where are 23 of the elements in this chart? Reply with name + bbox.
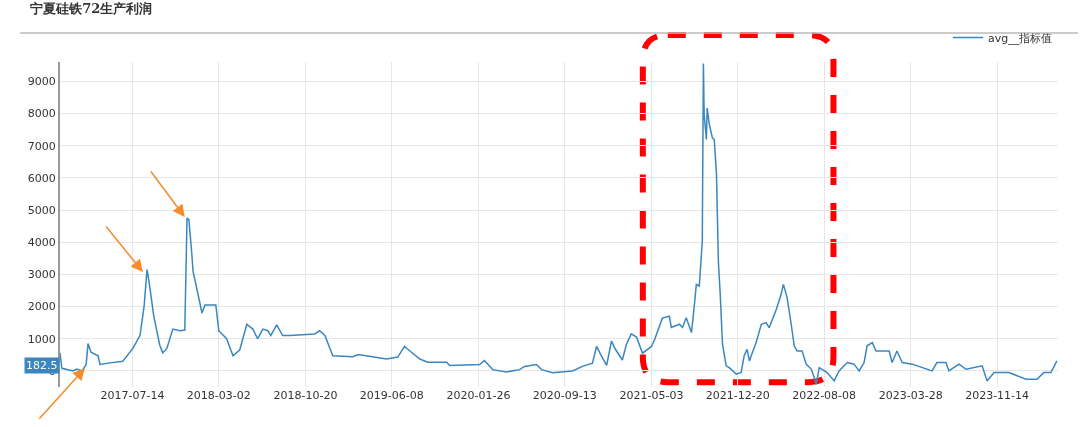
x-tick-label: 2018-03-02 bbox=[186, 389, 251, 402]
x-tick-label: 2021-12-20 bbox=[705, 389, 770, 402]
x-tick-label: 2023-03-28 bbox=[878, 389, 943, 402]
y-tick-label: 4000 bbox=[27, 236, 56, 250]
x-tick-label: 2020-09-13 bbox=[532, 389, 597, 402]
y-tick-label: 9000 bbox=[27, 75, 56, 89]
annotation: 182.5 bbox=[26, 359, 58, 372]
y-tick-label: 5000 bbox=[27, 203, 56, 217]
y-tick-label: 2000 bbox=[27, 300, 56, 314]
x-tick-label: 2019-06-08 bbox=[359, 389, 424, 402]
x-tick-label: 2021-05-03 bbox=[619, 389, 684, 402]
x-tick-label: 2017-07-14 bbox=[100, 389, 165, 402]
legend-label: avg__指标值 bbox=[988, 31, 1053, 45]
chart-title: 宁夏硅铁72生产利润 bbox=[30, 1, 153, 17]
y-tick-label: 8000 bbox=[27, 107, 56, 121]
y-tick-label: 1000 bbox=[27, 332, 56, 346]
x-tick-label: 2020-01-26 bbox=[446, 389, 511, 402]
x-tick-label: 2018-10-20 bbox=[273, 389, 338, 402]
y-tick-label: 7000 bbox=[27, 139, 56, 153]
x-tick-label: 2023-11-14 bbox=[965, 389, 1030, 402]
y-tick-label: 6000 bbox=[27, 171, 56, 185]
x-tick-label: 2022-08-08 bbox=[792, 389, 857, 402]
y-tick-label: 3000 bbox=[27, 268, 56, 282]
